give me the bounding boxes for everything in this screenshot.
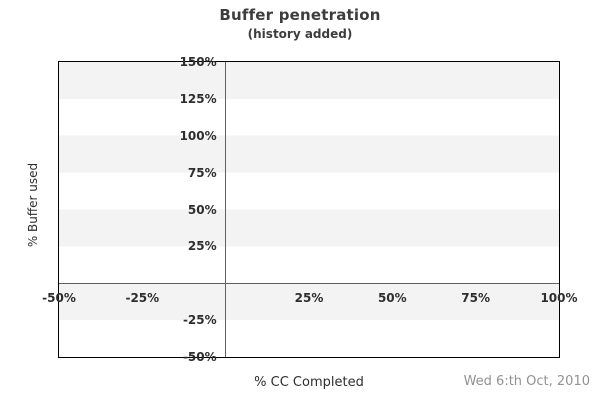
x-tick-label: -25% xyxy=(125,291,160,306)
x-tick-label: 100% xyxy=(540,291,578,306)
y-tick-label: 125% xyxy=(179,91,217,106)
x-tick-label: 25% xyxy=(294,291,324,306)
y-tick-label: 25% xyxy=(187,239,217,254)
x-tick-label: 50% xyxy=(377,291,407,306)
y-tick-label: -25% xyxy=(182,313,217,328)
y-tick-label: -50% xyxy=(182,350,217,364)
date-stamp: Wed 6:th Oct, 2010 xyxy=(463,374,590,389)
y-axis-title: % Buffer used xyxy=(26,162,40,248)
x-axis-title: % CC Completed xyxy=(254,375,364,390)
x-zero-axis-line xyxy=(225,62,227,357)
chart-title: Buffer penetration xyxy=(219,6,381,24)
x-tick-label: 75% xyxy=(461,291,491,306)
y-tick-label: 100% xyxy=(179,128,217,143)
chart-subtitle: (history added) xyxy=(247,27,353,41)
plot-area: 150% 125% 100% 75% 50% 25% -25% -50% -50% -25% 25%… xyxy=(42,55,577,364)
y-tick-label: 150% xyxy=(179,55,217,69)
x-tick-label: -50% xyxy=(42,291,76,306)
y-tick-label: 75% xyxy=(187,165,217,180)
y-tick-label: 50% xyxy=(187,202,217,217)
y-zero-axis-line xyxy=(59,282,559,284)
